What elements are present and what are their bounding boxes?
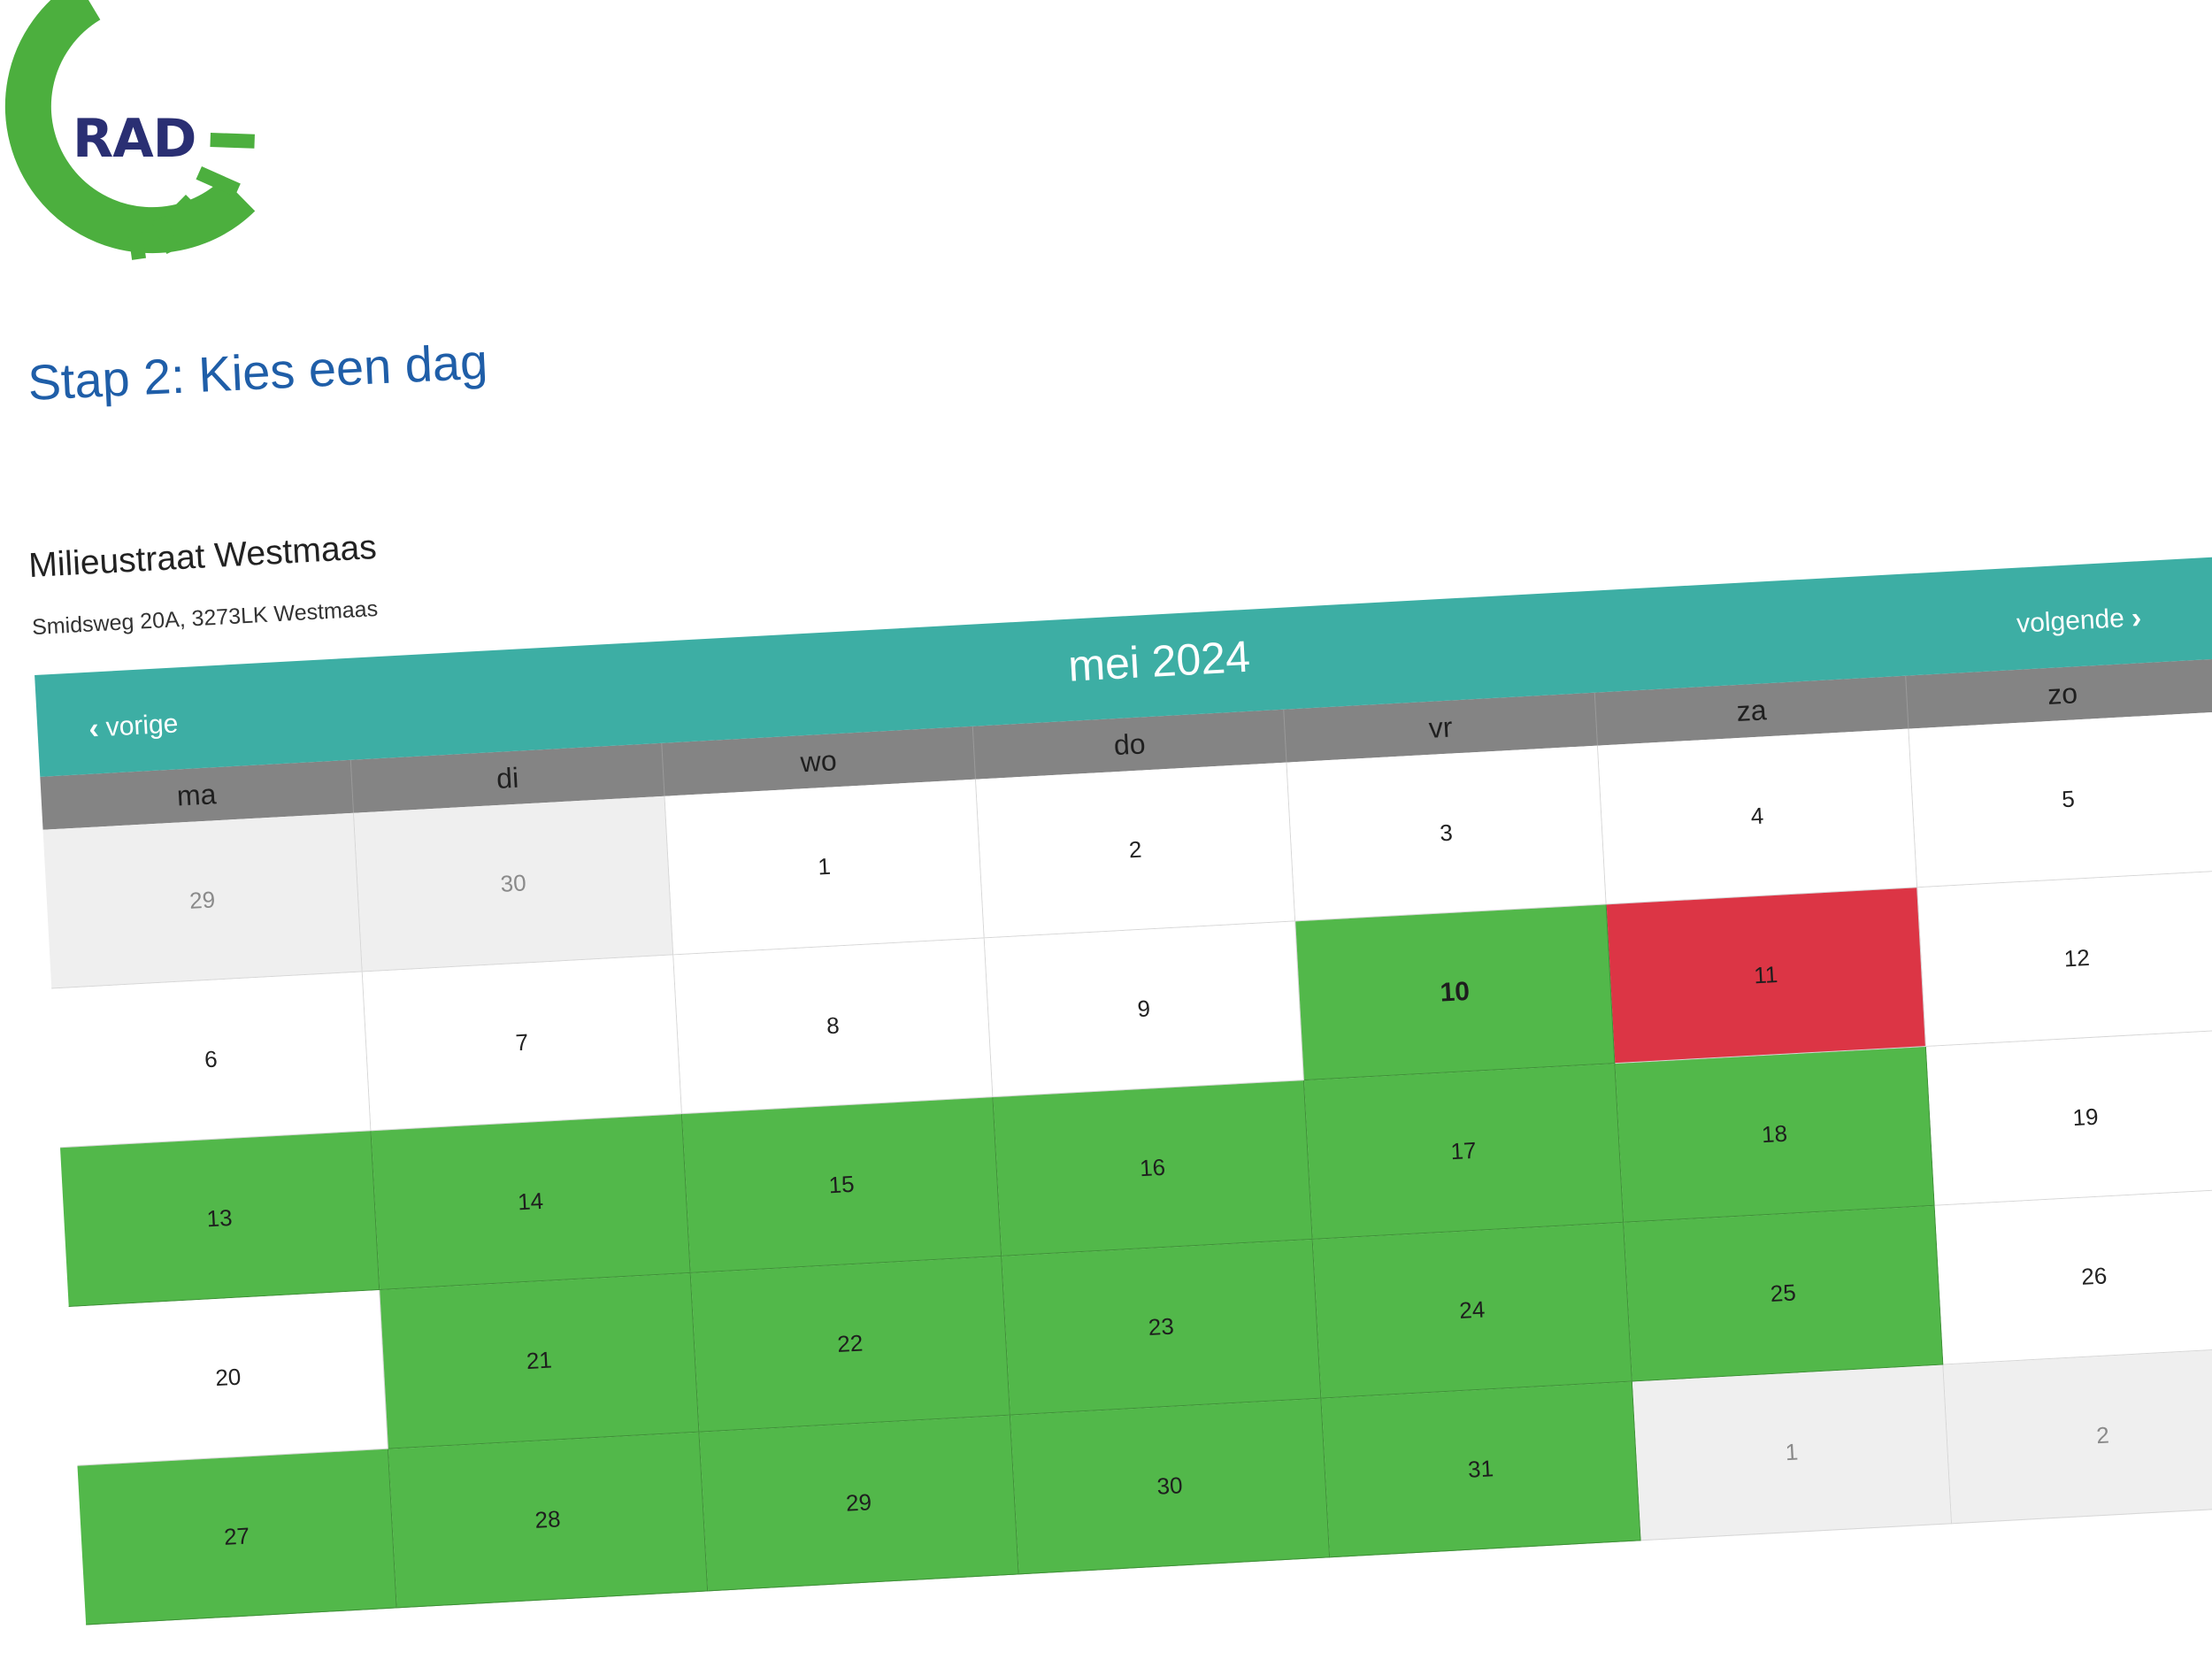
calendar: ‹ vorige mei 2024 volgende › ma di wo do v… (35, 553, 2212, 1625)
next-month-label: volgende (2016, 603, 2125, 639)
location-name: Milieustraat Westmaas (27, 527, 378, 586)
day-cell: 2 (975, 762, 1296, 939)
logo-ring-icon (4, 0, 256, 260)
day-cell[interactable]: 10 (1295, 904, 1616, 1081)
day-cell: 26 (1934, 1188, 2212, 1365)
day-cell: 1 (664, 779, 985, 956)
day-cell: 3 (1286, 745, 1607, 922)
location-address: Smidsweg 20A, 3273LK Westmaas (31, 596, 379, 641)
rad-logo: RAD (0, 0, 265, 265)
day-cell[interactable]: 31 (1321, 1381, 1641, 1558)
day-cell[interactable]: 25 (1624, 1205, 1944, 1382)
day-cell[interactable]: 13 (60, 1131, 380, 1307)
day-cell[interactable]: 28 (388, 1432, 709, 1609)
chevron-right-icon: › (2130, 601, 2143, 635)
day-cell[interactable]: 29 (699, 1415, 1019, 1592)
day-cell: 6 (51, 972, 372, 1149)
day-cell: 20 (68, 1289, 388, 1466)
day-cell[interactable]: 18 (1615, 1047, 1935, 1223)
day-cell: 19 (1925, 1029, 2212, 1206)
day-cell[interactable]: 22 (690, 1256, 1010, 1433)
day-cell[interactable]: 23 (1002, 1239, 1322, 1416)
day-cell: 30 (354, 795, 674, 972)
day-cell[interactable]: 17 (1303, 1064, 1624, 1240)
day-cell: 12 (1917, 871, 2212, 1048)
day-cell: 2 (1943, 1348, 2212, 1525)
day-cell[interactable]: 24 (1312, 1222, 1632, 1399)
day-cell[interactable]: 30 (1010, 1398, 1331, 1575)
next-month-button[interactable]: volgende › (2016, 601, 2149, 642)
day-cell[interactable]: 21 (380, 1272, 700, 1449)
day-cell: 7 (362, 955, 682, 1132)
day-cell[interactable]: 15 (681, 1097, 1002, 1273)
day-cell[interactable]: 14 (371, 1114, 691, 1290)
day-cell[interactable]: 16 (993, 1080, 1313, 1257)
day-cell: 11 (1606, 888, 1926, 1064)
day-cell: 9 (984, 921, 1304, 1098)
day-cell: 1 (1632, 1364, 1953, 1541)
day-cell: 8 (673, 938, 994, 1115)
day-cell[interactable]: 27 (77, 1449, 397, 1625)
day-cell: 4 (1597, 728, 1918, 905)
day-cell: 29 (42, 812, 363, 989)
day-cell: 5 (1909, 711, 2212, 888)
logo-text: RAD (73, 108, 196, 170)
day-grid: 29 30 1 2 3 4 5 6 7 8 9 10 11 12 13 14 15 16 17 18 19 20 21 22 2… (42, 708, 2212, 1625)
